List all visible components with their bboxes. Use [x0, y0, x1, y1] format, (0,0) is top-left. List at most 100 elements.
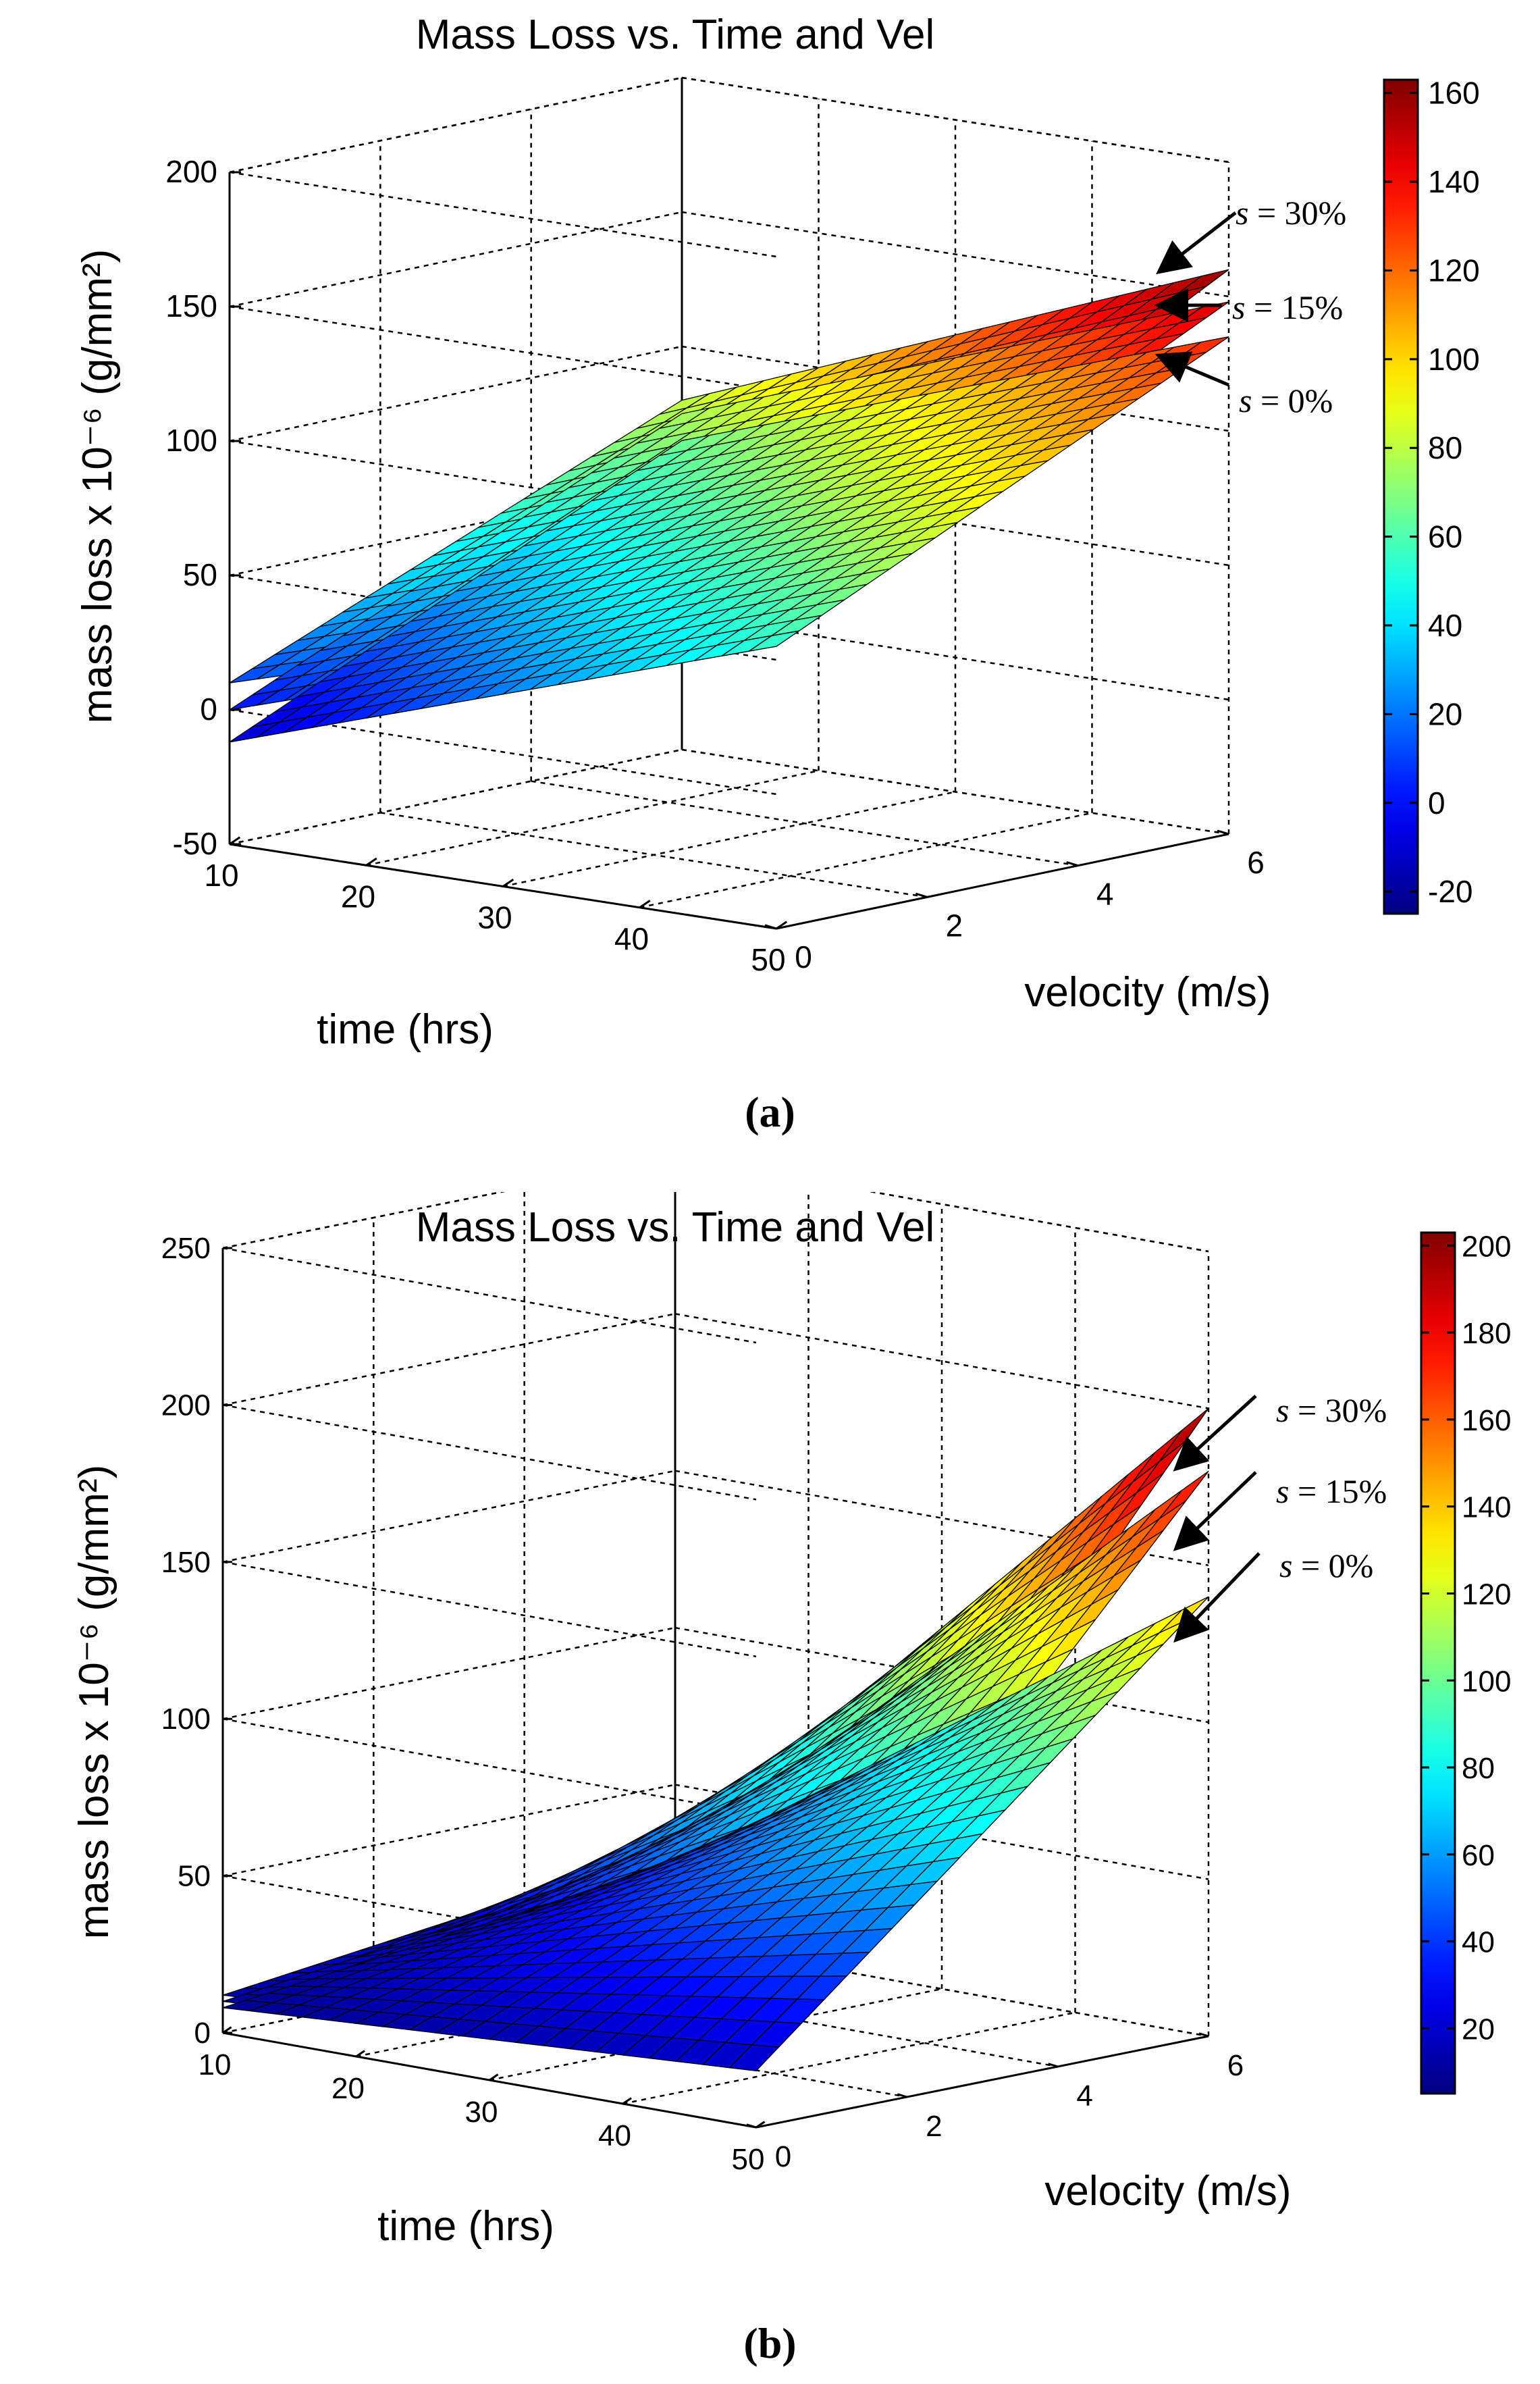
z-tick-label: 50 — [178, 1860, 211, 1893]
colorbar-tick-label: 40 — [1428, 608, 1462, 643]
y-tick-label: 4 — [1076, 2079, 1092, 2113]
x-tick — [489, 2073, 499, 2081]
grid-line-y — [380, 812, 928, 898]
annotation-label: s = 0% — [1279, 1547, 1373, 1584]
annotation-arrow — [1173, 1395, 1257, 1472]
grid-line-y — [531, 780, 1078, 866]
x-axis-label: time (hrs) — [377, 2203, 554, 2250]
chart-title: Mass Loss vs. Time and Vel — [416, 1204, 934, 1251]
colorbar-tick-label: 120 — [1428, 253, 1480, 288]
grid-line-z — [222, 1470, 676, 1563]
y-tick-label: 6 — [1227, 2049, 1244, 2082]
grid-line-z-base — [229, 440, 777, 527]
grid-line-z — [229, 211, 683, 308]
grid-line-z — [222, 1313, 676, 1406]
colorbar-tick-label: 80 — [1428, 430, 1462, 465]
colorbar-tick-label: 20 — [1462, 2013, 1495, 2046]
x-tick-label: 10 — [198, 2048, 232, 2081]
colorbar-tick-label: 200 — [1462, 1230, 1511, 1263]
annotation-arrow — [1173, 1471, 1257, 1551]
y-tick-label: 2 — [946, 908, 963, 943]
y-axis-label: velocity (m/s) — [1044, 2168, 1291, 2214]
grid-line-z-base — [229, 708, 777, 796]
x-tick — [222, 2026, 232, 2034]
x-tick-label: 30 — [477, 900, 512, 935]
y-tick-label: 0 — [795, 939, 812, 975]
x-tick-label: 10 — [204, 858, 238, 893]
y-axis-label: velocity (m/s) — [1024, 969, 1271, 1016]
x-tick-label: 30 — [465, 2096, 498, 2129]
colorbar-tick-label: 160 — [1462, 1404, 1511, 1437]
x-tick — [502, 879, 514, 887]
caption-b: (b) — [0, 2318, 1540, 2368]
surface-cell — [1159, 1407, 1209, 1462]
y-tick-label: 0 — [775, 2140, 791, 2173]
grid-line-x — [502, 791, 956, 887]
x-tick — [639, 900, 651, 908]
z-tick-label: 0 — [200, 692, 217, 727]
y-tick-label: 4 — [1096, 877, 1114, 912]
colorbar-tick-label: 160 — [1428, 76, 1480, 111]
annotation-label: s = 15% — [1276, 1472, 1387, 1510]
colorbar-tick-label: 80 — [1462, 1752, 1495, 1785]
grid-line-y — [681, 748, 1229, 835]
caption-a-text: (a) — [745, 1088, 795, 1136]
annotation-arrow — [1173, 1552, 1260, 1643]
z-tick-label: 150 — [165, 288, 217, 323]
z-axis-label: mass loss x 10⁻⁶ (g/mm²) — [71, 1465, 117, 1939]
annotation-label: s = 0% — [1239, 382, 1333, 419]
x-axis-label: time (hrs) — [317, 1006, 494, 1053]
grid-line-z-base — [229, 171, 777, 258]
y-tick — [1048, 2063, 1059, 2068]
z-tick-label: -50 — [173, 826, 217, 861]
chart-panel-a: -50 0 50 100 150 200 10 20 30 40 50 0 2 4 6 Mass Loss v… — [74, 11, 1480, 1136]
z-tick-label: 250 — [161, 1232, 211, 1265]
y-tick — [1217, 829, 1229, 835]
box-top-edge — [222, 1192, 506, 1249]
box-top-edge — [681, 76, 1229, 163]
colorbar-tick-label: 100 — [1428, 342, 1480, 377]
z-tick-label: 100 — [161, 1703, 211, 1736]
colorbar-tick-label: -20 — [1428, 874, 1472, 909]
grid-line-z — [222, 1626, 676, 1720]
colorbar-tick-label: 140 — [1462, 1491, 1511, 1524]
grid-line-z — [681, 211, 1229, 298]
y-tick — [1198, 2032, 1209, 2038]
annotation-label: s = 30% — [1236, 194, 1346, 232]
y-tick — [1066, 861, 1079, 867]
surface-cell — [749, 630, 799, 652]
grid-line-z-base — [229, 305, 777, 392]
colorbar-tick-label: 100 — [1462, 1665, 1511, 1698]
grid-line-x — [622, 2011, 1076, 2105]
colorbar-tick-label: 60 — [1462, 1839, 1495, 1872]
colorbar-tick-label: 60 — [1428, 519, 1462, 554]
y-tick — [764, 924, 777, 930]
surface-cell — [1159, 1470, 1209, 1520]
x-tick — [365, 857, 377, 866]
colorbar — [1383, 78, 1419, 915]
surface-chart-b: 0 50 100 150 200 250 10 20 30 40 50 0 2 4 6 Mass Loss v… — [71, 1192, 1511, 2250]
colorbar-tick-label: 0 — [1428, 785, 1445, 821]
x-tick-label: 50 — [732, 2143, 765, 2176]
y-axis-line — [776, 833, 1229, 930]
caption-b-text: (b) — [743, 2319, 797, 2367]
grid-line-x — [366, 770, 819, 866]
x-tick-label: 50 — [751, 942, 785, 977]
grid-line-z — [229, 480, 683, 577]
z-axis-label: mass loss x 10⁻⁶ (g/mm²) — [74, 249, 121, 723]
y-tick — [746, 2123, 757, 2129]
y-axis-line — [755, 2035, 1209, 2129]
grid-line-z — [229, 345, 683, 442]
x-tick-label: 40 — [598, 2119, 631, 2152]
z-tick-label: 100 — [165, 423, 217, 458]
x-tick — [355, 2050, 365, 2058]
annotation-arrow — [1156, 211, 1237, 275]
z-tick-label: 200 — [165, 154, 217, 189]
grid-line-x — [639, 812, 1092, 908]
colorbar-tick-label: 40 — [1462, 1926, 1495, 1959]
chart-title: Mass Loss vs. Time and Vel — [416, 11, 934, 58]
colorbar-tick-label: 180 — [1462, 1317, 1511, 1350]
colorbar-tick-label: 140 — [1428, 164, 1480, 199]
z-tick-label: 200 — [161, 1389, 211, 1422]
